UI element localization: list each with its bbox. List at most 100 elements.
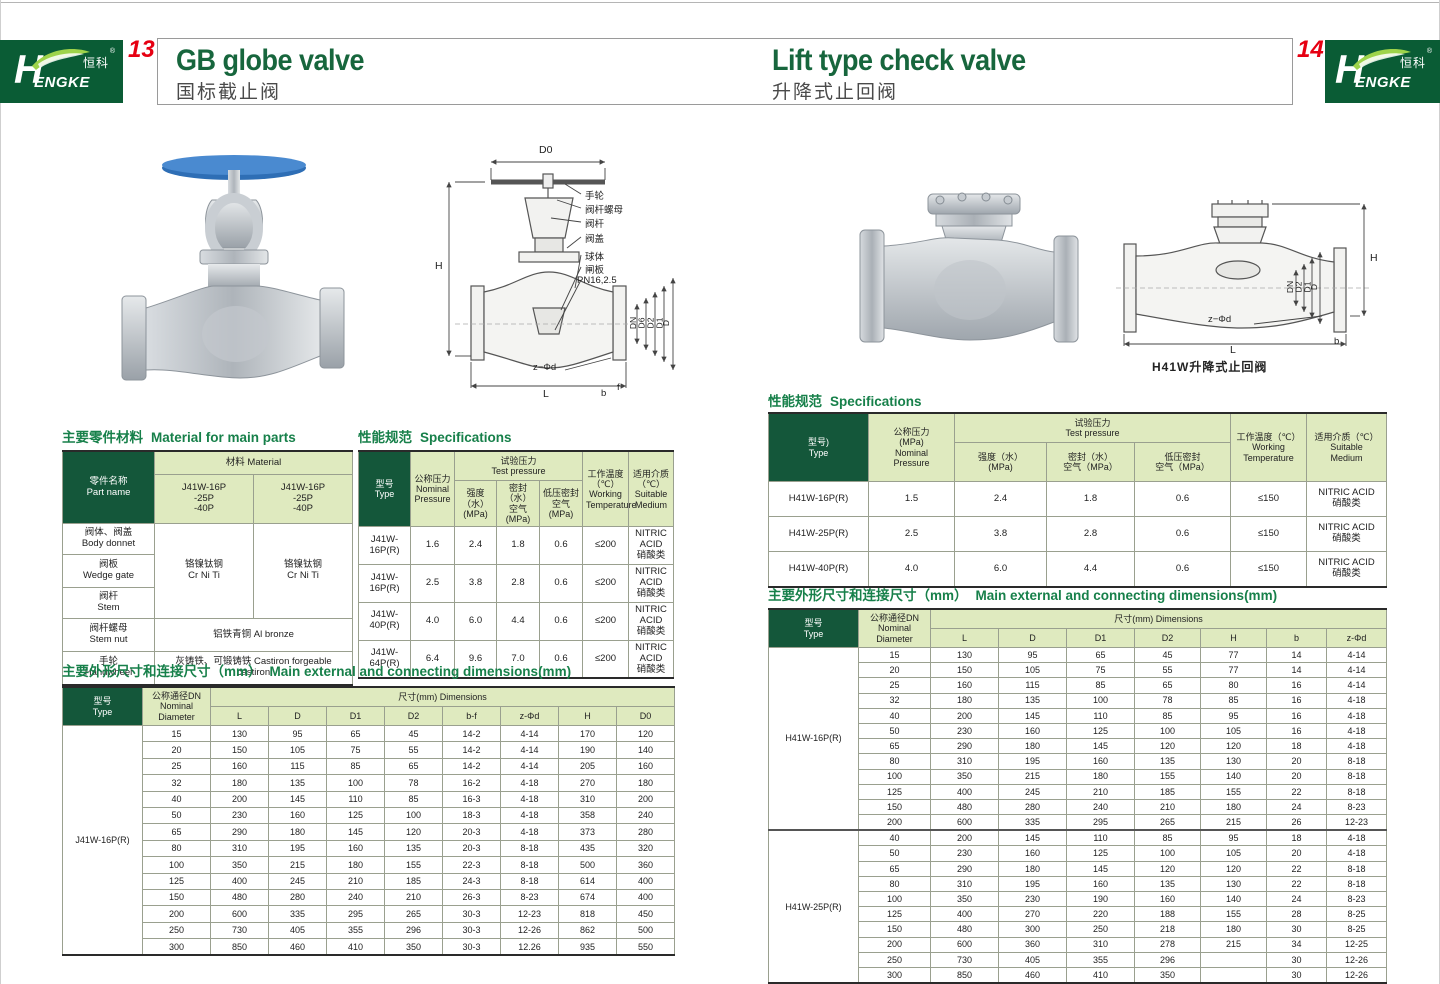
table-cell: 0.6: [539, 526, 583, 566]
table-cell: 480: [930, 921, 999, 938]
table-row: H41W-16P(R) 1.5 2.4 1.8 0.6 ≤150 NITRIC ACID 硝…: [768, 481, 1387, 517]
col-header: z-Φd: [1325, 628, 1388, 648]
col-header: L: [930, 628, 999, 648]
table-cell: 140: [615, 741, 676, 759]
dim-l-label: L: [1230, 344, 1236, 356]
table-cell: 295: [326, 905, 385, 923]
check-valve-photo: [858, 188, 1080, 354]
part-label-handwheel: 手轮: [585, 191, 605, 202]
table-cell: 8-25: [1325, 906, 1388, 923]
table-cell: 77: [1200, 646, 1267, 664]
table-cell: 310: [210, 839, 269, 858]
table-cell: 78: [384, 774, 443, 792]
section-title-en: Main external and connecting dimensions(…: [269, 663, 572, 680]
table-cell: 20: [858, 662, 931, 679]
table-cell: 600: [930, 814, 999, 831]
table-row: 32 180 135 100 78 16-2 4-18 270 180: [63, 774, 676, 792]
table-cell: 270: [558, 774, 617, 792]
table-cell: 350: [930, 890, 999, 908]
table-cell: 18: [1266, 829, 1327, 847]
section-title-zh: 主要零件材料: [62, 430, 143, 445]
table-cell: 140: [1200, 768, 1267, 785]
table-cell: 358: [558, 806, 617, 825]
col-header: D: [268, 706, 327, 726]
section-title-en: Specifications: [420, 429, 512, 446]
table-cell: 110: [326, 790, 385, 808]
table-cell: 180: [1200, 921, 1267, 938]
table-cell: 65: [1134, 677, 1201, 694]
table-cell: 20-3: [442, 823, 501, 841]
left-title-zh: 国标截止阀: [176, 82, 282, 103]
logo-engke-text: ENGKE: [34, 74, 90, 91]
col-header: D2: [1134, 628, 1201, 648]
table-cell: 65: [326, 724, 385, 743]
table-row: 150 480 280 240 210 26-3 8-23 674 400: [63, 888, 676, 907]
table-cell: 350: [1134, 966, 1201, 984]
material-cell: 铝铁青铜 Al bronze: [154, 618, 353, 652]
dim-f-label: f: [617, 382, 620, 393]
table-cell: 85: [326, 757, 385, 776]
table-cell: 160: [998, 845, 1067, 862]
table-cell: 4-18: [1325, 845, 1388, 862]
table-cell: 1.6: [410, 526, 455, 566]
table-cell: 24-3: [442, 872, 501, 890]
table-cell: 8-18: [1325, 875, 1388, 893]
table-cell: 355: [326, 921, 385, 940]
col-header-dn: 公称通径DN Nominal Diameter: [858, 608, 931, 648]
table-cell: 75: [326, 741, 385, 759]
table-row: J41W-16P(R) 2.5 3.8 2.8 0.6 ≤200 NITRIC ACID 硝…: [358, 564, 674, 603]
table-cell: 50: [142, 806, 211, 825]
dim-zphid-label: z−Φd: [1208, 314, 1232, 325]
logo-zh-text: 恒科: [1399, 56, 1426, 70]
registered-mark: ®: [109, 48, 115, 55]
table-cell: 200: [930, 707, 999, 724]
table-cell: 16: [1266, 722, 1327, 740]
section-title-en: Main external and connecting dimensions(…: [975, 587, 1278, 604]
table-row: 80 310 195 160 135 130 20 8-18: [769, 753, 1388, 770]
table-cell: 100: [142, 856, 211, 874]
right-title-en: Lift type check valve: [772, 43, 1026, 77]
table-cell: 850: [930, 966, 999, 984]
table-cell: 145: [998, 707, 1067, 724]
dim-l-label: L: [543, 388, 549, 400]
table-cell: 110: [1066, 829, 1135, 847]
part-name-cell: 阀杆螺母 Stem nut: [62, 618, 155, 652]
table-cell: 100: [384, 806, 443, 825]
table-cell: 180: [1066, 768, 1135, 785]
table-cell: 4-18: [500, 790, 559, 808]
table-cell: 95: [998, 646, 1067, 664]
table-cell: 140: [1200, 890, 1267, 908]
table-cell: 145: [268, 790, 327, 808]
table-cell: 1.5: [868, 481, 955, 517]
table-cell: 160: [1134, 890, 1201, 908]
table-cell: 195: [998, 875, 1067, 893]
table-cell: 95: [1200, 707, 1267, 724]
table-cell: 135: [1134, 753, 1201, 770]
table-cell: 28: [1266, 906, 1327, 923]
col-header-part-name: 零件名称 Part name: [62, 450, 155, 524]
table-cell: 290: [930, 860, 999, 877]
table-cell: 12-23: [1325, 814, 1388, 831]
table-cell: 55: [384, 741, 443, 759]
table-cell: 310: [558, 790, 617, 808]
table-cell: 185: [1134, 783, 1201, 800]
dim-b-label: b: [1334, 336, 1340, 347]
table-cell: 400: [930, 906, 999, 923]
table-cell: 155: [1134, 768, 1201, 785]
section-title-en: Specifications: [830, 393, 922, 410]
material-cell: 铬镍钛钢 Cr Ni Ti: [253, 523, 353, 619]
table-cell: 4-14: [500, 757, 559, 776]
table-cell: 145: [326, 823, 385, 841]
table-cell: 4-14: [500, 724, 559, 743]
table-cell: 220: [1066, 906, 1135, 923]
table-cell: 160: [210, 757, 269, 776]
table-cell: J41W-16P(R): [358, 526, 411, 566]
page-number-left: 13: [128, 36, 155, 63]
table-row: 50 230 160 125 100 18-3 4-18 358 240: [63, 806, 676, 825]
table-cell: 120: [384, 823, 443, 841]
type-cell: H41W-25P(R): [768, 829, 859, 984]
spec-table-right: 型号) Type 公称压力 (MPa) Nominal Pressure 试验压…: [768, 412, 1387, 588]
material-cell: 灰铸铁、可锻铸铁 Castiron forgeable castiron: [154, 651, 353, 686]
table-cell: 80: [142, 839, 211, 858]
table-cell: 245: [998, 783, 1067, 800]
